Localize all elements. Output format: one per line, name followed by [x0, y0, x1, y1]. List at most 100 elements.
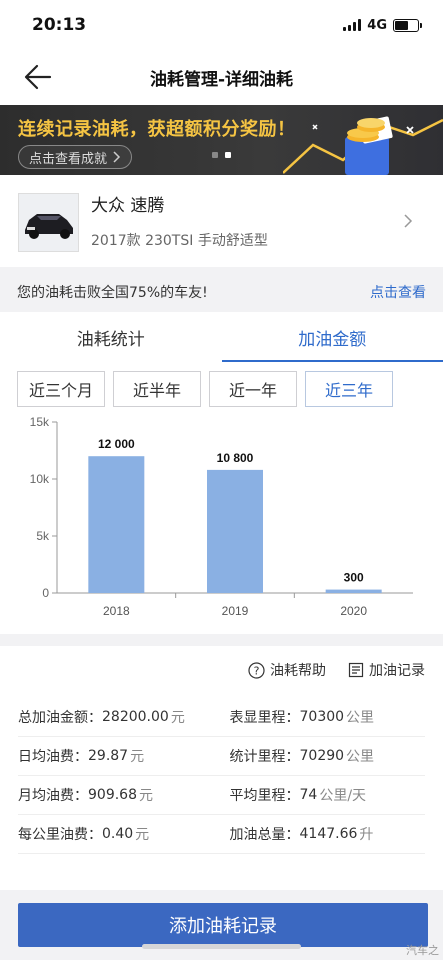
bar	[207, 469, 263, 593]
stat-unit: 元	[135, 827, 150, 843]
car-model: 2017款 230TSI 手动舒适型	[91, 233, 268, 249]
car-card[interactable]: 大众 速腾 2017款 230TSI 手动舒适型	[0, 175, 443, 267]
stat-value: 70290	[299, 748, 345, 764]
bar-value-label: 12 000	[98, 437, 135, 451]
pager-dot	[212, 152, 218, 158]
stat-label: 统计里程：	[229, 749, 300, 765]
y-tick-label: 0	[42, 586, 49, 600]
tab-fuel-amount[interactable]: 加油金额	[221, 312, 443, 362]
status-indicators: 4G	[343, 17, 422, 33]
stat-unit: 元	[139, 788, 153, 804]
stat-value: 4147.66	[299, 826, 358, 842]
stat-label: 表显里程：	[229, 710, 300, 726]
stat-unit: 公里	[346, 710, 375, 726]
tab-label: 加油金额	[298, 329, 367, 350]
bar-value-label: 300	[344, 571, 364, 585]
rank-text: 您的油耗击败全国75%的车友!	[17, 285, 208, 301]
pager-dot-active	[225, 152, 231, 158]
status-bar: 20:13 4G	[0, 0, 443, 50]
fuel-help-label: 油耗帮助	[270, 663, 326, 679]
stat-stat-mileage: 统计里程： 70290 公里	[214, 746, 426, 766]
stat-value: 909.68	[88, 787, 137, 803]
chart-section: 近三个月 近半年 近一年 近三年 0 5k 10k 15k 12 000 2018 10 8…	[0, 362, 443, 634]
car-image	[19, 194, 78, 251]
stat-label: 日均油费：	[18, 749, 88, 765]
stats-grid: 总加油金额： 28200.00 元 表显里程： 70300 公里 日均油费： 29.87 元…	[18, 698, 425, 854]
banner-view-achievements-button[interactable]: 点击查看成就	[18, 145, 133, 169]
chevron-right-icon	[404, 214, 413, 228]
stat-row: 日均油费： 29.87 元 统计里程： 70290 公里	[18, 737, 425, 776]
stat-total-amount: 总加油金额： 28200.00 元	[18, 707, 214, 727]
tab-fuel-stats[interactable]: 油耗统计	[0, 312, 222, 362]
fuel-amount-bar-chart: 0 5k 10k 15k 12 000 2018 10 800 2019 300 2020	[30, 415, 413, 618]
stat-value: 70300	[299, 709, 345, 725]
y-tick-label: 15k	[30, 415, 50, 429]
range-half-year-button[interactable]: 近半年	[113, 371, 201, 407]
banner-title: 连续记录油耗，获超额积分奖励！	[18, 119, 296, 140]
car-name: 大众 速腾	[91, 196, 165, 216]
stat-row: 每公里油费： 0.40 元 加油总量： 4147.66 升	[18, 815, 425, 854]
stat-value: 28200.00	[102, 709, 169, 725]
stat-label: 每公里油费：	[18, 827, 102, 843]
bottom-area: 添加油耗记录 汽车之	[0, 890, 443, 960]
stat-unit: 元	[170, 710, 185, 726]
rank-view-link[interactable]: 点击查看	[370, 285, 426, 301]
stat-label: 总加油金额：	[18, 710, 102, 726]
tab-bar: 油耗统计 加油金额	[0, 312, 443, 362]
promo-banner[interactable]: 连续记录油耗，获超额积分奖励！ 点击查看成就	[0, 105, 443, 175]
bar	[325, 589, 382, 593]
y-tick-label: 10k	[30, 472, 50, 486]
x-tick-label: 2019	[222, 604, 249, 618]
status-time: 20:13	[32, 15, 87, 35]
range-1-year-button[interactable]: 近一年	[209, 371, 297, 407]
battery-icon	[393, 18, 422, 32]
signal-icon	[343, 19, 362, 31]
tab-label: 油耗统计	[76, 329, 145, 350]
watermark: 汽车之	[406, 944, 439, 957]
coins-wallet-graphic	[283, 116, 443, 175]
stat-value: 0.40	[102, 826, 134, 842]
stats-links: ? 油耗帮助 加油记录	[248, 660, 425, 680]
stat-unit: 元	[130, 749, 145, 765]
nav-bar: 油耗管理-详细油耗	[0, 50, 443, 105]
stat-label: 加油总量：	[229, 827, 300, 843]
fuel-records-label: 加油记录	[369, 663, 425, 679]
range-3-years-button[interactable]: 近三年	[305, 371, 393, 407]
stat-unit: 升	[359, 827, 374, 843]
stat-unit: 公里/天	[319, 788, 367, 804]
range-3-months-button[interactable]: 近三个月	[17, 371, 105, 407]
page-title: 油耗管理-详细油耗	[149, 70, 294, 90]
stat-row: 总加油金额： 28200.00 元 表显里程： 70300 公里	[18, 698, 425, 737]
stat-total-volume: 加油总量： 4147.66 升	[214, 824, 426, 844]
bar	[88, 456, 145, 593]
fuel-records-link[interactable]: 加油记录	[348, 660, 425, 680]
stat-avg-mileage: 平均里程： 74 公里/天	[214, 785, 426, 805]
stat-label: 平均里程：	[229, 788, 300, 804]
add-fuel-record-button[interactable]: 添加油耗记录	[18, 903, 428, 947]
back-arrow-icon[interactable]	[24, 64, 52, 90]
stat-per-km-cost: 每公里油费： 0.40 元	[18, 824, 214, 844]
stat-unit: 公里	[346, 749, 375, 765]
rank-bar: 您的油耗击败全国75%的车友! 点击查看	[0, 272, 443, 312]
stat-odometer: 表显里程： 70300 公里	[214, 707, 426, 727]
x-tick-label: 2018	[103, 604, 130, 618]
banner-button-label: 点击查看成就	[29, 151, 108, 167]
x-tick-label: 2020	[340, 604, 367, 618]
stat-label: 月均油费：	[18, 788, 88, 804]
range-selector: 近三个月 近半年 近一年 近三年	[17, 371, 393, 407]
bar-value-label: 10 800	[217, 451, 254, 465]
stat-monthly-cost: 月均油费： 909.68 元	[18, 785, 214, 805]
list-icon	[348, 662, 364, 678]
y-tick-label: 5k	[36, 529, 50, 543]
svg-text:?: ?	[254, 664, 260, 677]
car-thumbnail	[18, 193, 79, 252]
stat-value: 74	[299, 787, 318, 803]
home-indicator	[142, 944, 301, 949]
chevron-right-icon	[113, 151, 121, 163]
network-label: 4G	[367, 17, 387, 33]
stat-value: 29.87	[88, 748, 129, 764]
stat-daily-cost: 日均油费： 29.87 元	[18, 746, 214, 766]
fuel-help-link[interactable]: ? 油耗帮助	[248, 660, 326, 680]
stats-section: ? 油耗帮助 加油记录 总加油金额： 28200.00 元 表显里程： 70300 公里…	[0, 646, 443, 890]
help-icon: ?	[248, 661, 265, 679]
